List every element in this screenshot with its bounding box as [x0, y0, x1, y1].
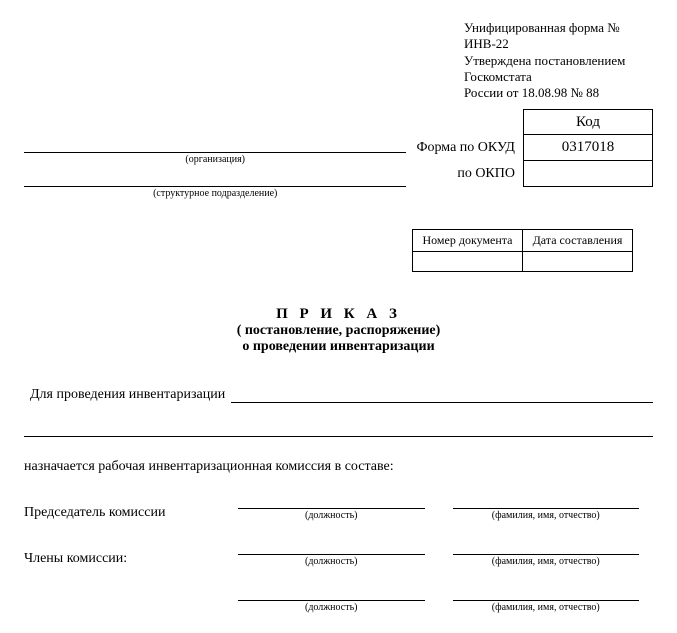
doc-date-header: Дата составления: [523, 230, 633, 252]
member2-fio-slot: (фамилия, имя, отчество): [453, 585, 640, 613]
form-ref-line1: Унифицированная форма № ИНВ-22: [464, 20, 653, 53]
member2-fio-line[interactable]: [453, 585, 640, 601]
member1-position-slot: (должность): [238, 539, 425, 567]
chairman-position-line[interactable]: [238, 493, 425, 509]
intro-label: Для проведения инвентаризации: [24, 387, 231, 403]
form-ref-line3: России от 18.08.98 № 88: [464, 85, 653, 101]
chairman-fio-line[interactable]: [453, 493, 640, 509]
code-header-cell: Код: [523, 109, 653, 135]
member2-position-line[interactable]: [238, 585, 425, 601]
code-box: x Код Форма по ОКУД 0317018 по ОКПО: [416, 109, 653, 187]
title-block: П Р И К А З ( постановление, распоряжени…: [24, 306, 653, 355]
intro-fill[interactable]: [231, 385, 653, 403]
title-sub1: ( постановление, распоряжение): [24, 323, 653, 339]
doc-num-value[interactable]: [413, 252, 523, 272]
member2-fio-cap: (фамилия, имя, отчество): [453, 602, 640, 613]
member1-fio-slot: (фамилия, имя, отчество): [453, 539, 640, 567]
doc-date-value[interactable]: [523, 252, 633, 272]
chairman-fio-slot: (фамилия, имя, отчество): [453, 493, 640, 521]
chairman-fio-cap: (фамилия, имя, отчество): [453, 510, 640, 521]
org-lines: (организация) (структурное подразделение…: [24, 109, 416, 199]
okpo-label: по ОКПО: [457, 166, 523, 182]
chairman-position-cap: (должность): [238, 510, 425, 521]
chairman-position-slot: (должность): [238, 493, 425, 521]
intro-fill-2[interactable]: [24, 415, 653, 437]
okud-value-cell: 0317018: [523, 135, 653, 161]
department-caption: (структурное подразделение): [24, 188, 406, 199]
chairman-row: Председатель комиссии (должность) (фамил…: [24, 493, 653, 521]
appoint-text: назначается рабочая инвентаризационная к…: [24, 459, 653, 475]
organization-caption: (организация): [24, 154, 406, 165]
member2-position-cap: (должность): [238, 602, 425, 613]
member1-position-cap: (должность): [238, 556, 425, 567]
chairman-label: Председатель комиссии: [24, 505, 224, 521]
intro-line: Для проведения инвентаризации: [24, 385, 653, 403]
okud-label: Форма по ОКУД: [416, 140, 523, 156]
members-row-2: (должность) (фамилия, имя, отчество): [24, 585, 653, 613]
organization-line[interactable]: [24, 135, 406, 153]
title-sub2: о проведении инвентаризации: [24, 339, 653, 355]
title-main: П Р И К А З: [24, 306, 653, 323]
members-row-1: Члены комиссии: (должность) (фамилия, им…: [24, 539, 653, 567]
member1-fio-line[interactable]: [453, 539, 640, 555]
member1-position-line[interactable]: [238, 539, 425, 555]
member2-position-slot: (должность): [238, 585, 425, 613]
okpo-value-cell[interactable]: [523, 161, 653, 187]
form-reference: Унифицированная форма № ИНВ-22 Утвержден…: [464, 20, 653, 101]
department-line[interactable]: [24, 169, 406, 187]
doc-meta-table: Номер документа Дата составления: [412, 229, 633, 272]
form-ref-line2: Утверждена постановлением Госкомстата: [464, 53, 653, 86]
member1-fio-cap: (фамилия, имя, отчество): [453, 556, 640, 567]
top-block: (организация) (структурное подразделение…: [24, 109, 653, 199]
doc-num-header: Номер документа: [413, 230, 523, 252]
members-label: Члены комиссии:: [24, 551, 224, 567]
